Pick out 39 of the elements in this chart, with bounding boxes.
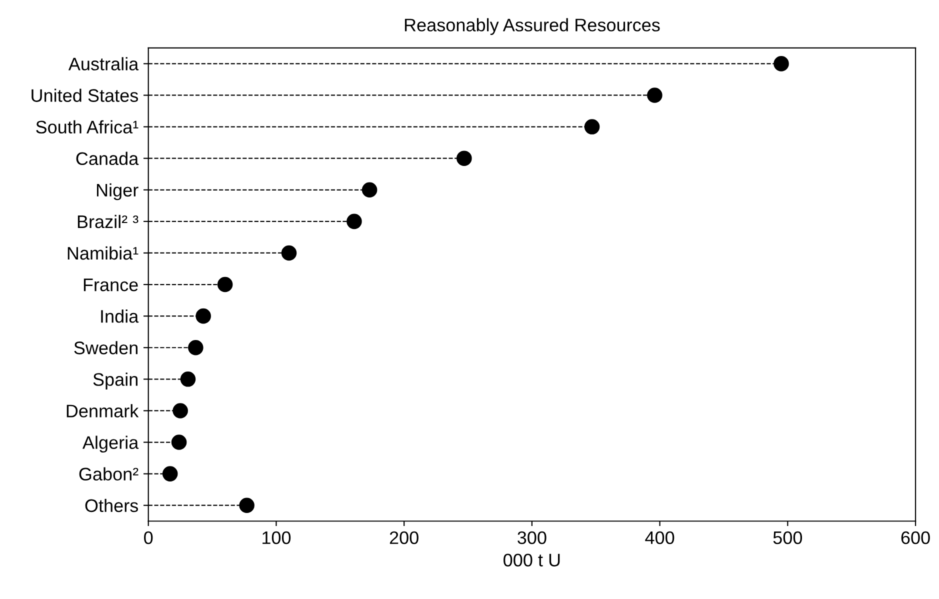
point xyxy=(172,403,188,418)
x-tick-label: 200 xyxy=(390,531,418,544)
y-tick-label: Canada xyxy=(76,152,139,166)
point xyxy=(362,182,378,198)
x-tick-label: 400 xyxy=(645,531,674,544)
point xyxy=(239,498,254,513)
point xyxy=(162,466,178,482)
y-tick-label: Brazil² ³ xyxy=(78,214,138,228)
point xyxy=(217,276,233,292)
point xyxy=(584,119,600,134)
x-tick-label: 100 xyxy=(262,531,291,544)
y-tick-label: India xyxy=(101,310,139,323)
x-tick-label: 500 xyxy=(773,531,802,544)
point xyxy=(281,245,297,261)
y-tick-label: Denmark xyxy=(66,404,139,418)
y-tick-label: France xyxy=(84,278,138,292)
chart-title: Reasonably Assured Resources xyxy=(404,18,660,35)
y-tick-label: United States xyxy=(32,88,138,102)
y-tick-label: Others xyxy=(85,498,138,512)
point xyxy=(188,340,204,356)
x-tick-label: 0 xyxy=(144,531,153,544)
y-tick-label: Niger xyxy=(96,183,138,200)
point xyxy=(647,88,662,103)
point xyxy=(171,434,187,450)
x-tick-label: 600 xyxy=(901,531,930,544)
point xyxy=(346,214,362,230)
y-tick-label: Spain xyxy=(93,372,138,390)
y-tick-label: Australia xyxy=(68,57,139,70)
point xyxy=(456,150,472,166)
y-tick-label: South Africa¹ xyxy=(36,120,138,134)
x-tick-label: 300 xyxy=(518,531,546,544)
point xyxy=(196,308,211,324)
y-tick-label: Sweden xyxy=(74,341,138,354)
y-tick-label: Namibia¹ xyxy=(68,246,138,260)
y-tick-label: Gabon² xyxy=(79,467,138,481)
point xyxy=(180,372,196,387)
point xyxy=(774,56,789,72)
x-axis-title: 000 t U xyxy=(504,554,560,566)
y-tick-label: Algeria xyxy=(82,436,139,453)
